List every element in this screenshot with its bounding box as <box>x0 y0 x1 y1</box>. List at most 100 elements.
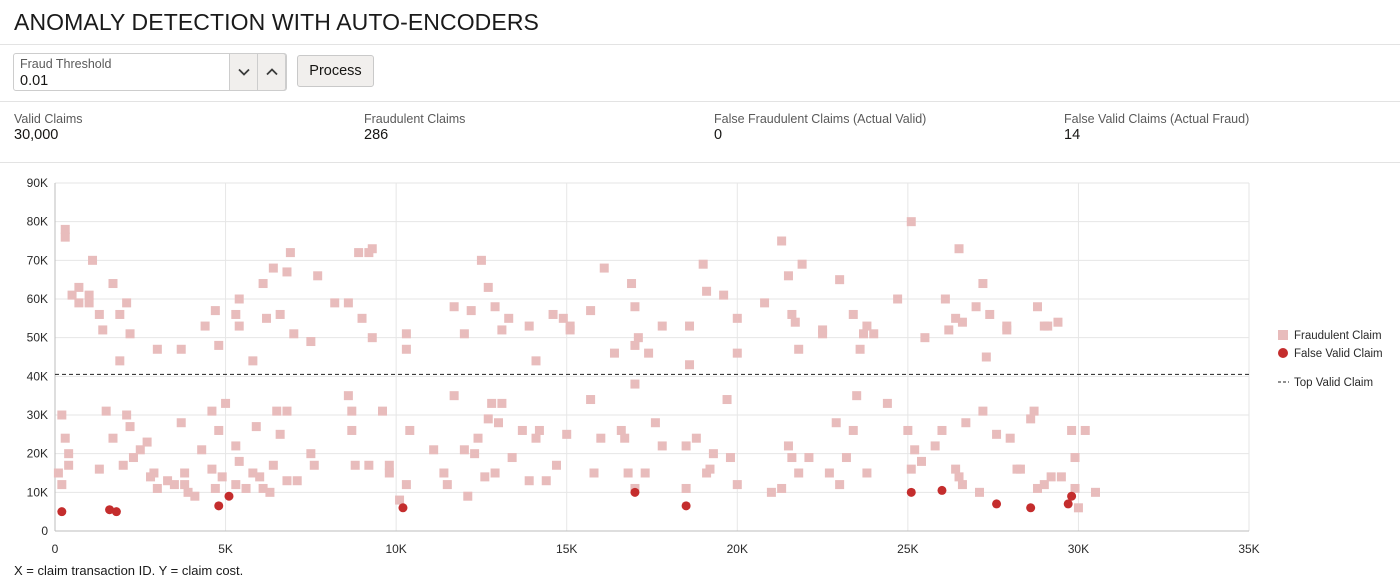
fraudulent-claim-point <box>152 344 162 354</box>
fraudulent-claim-point <box>330 298 340 308</box>
fraudulent-claim-point <box>442 480 452 490</box>
fraudulent-claim-point <box>275 309 285 319</box>
fraudulent-claim-point <box>627 279 637 289</box>
fraudulent-claim-point <box>248 356 258 366</box>
fraudulent-claim-point <box>57 410 67 420</box>
fraudulent-claim-point <box>53 468 63 478</box>
fraudulent-claim-point <box>268 460 278 470</box>
fraudulent-claim-point <box>978 279 988 289</box>
fraudulent-claim-point <box>623 468 633 478</box>
fraudulent-claim-point <box>60 433 70 443</box>
fraudulent-claim-point <box>1043 321 1053 331</box>
fraudulent-claim-point <box>60 232 70 242</box>
metric-value: 286 <box>364 127 389 143</box>
fraudulent-claim-point <box>135 445 145 455</box>
fraudulent-claim-point <box>862 468 872 478</box>
fraud-threshold-field[interactable]: Fraud Threshold <box>13 53 287 91</box>
fraudulent-claim-point <box>180 468 190 478</box>
y-tick-label: 20K <box>27 447 48 461</box>
fraudulent-claim-point <box>681 441 691 451</box>
false-valid-claim-point <box>111 507 121 517</box>
fraudulent-claim-point <box>835 480 845 490</box>
fraudulent-claim-point <box>1067 425 1077 435</box>
false-valid-claim-point <box>992 499 1002 509</box>
fraudulent-claim-point <box>551 460 561 470</box>
fraudulent-claim-point <box>1070 453 1080 463</box>
fraudulent-claim-point <box>190 491 200 501</box>
fraudulent-claim-point <box>384 460 394 470</box>
fraudulent-claim-point <box>685 321 695 331</box>
fraud-threshold-input[interactable] <box>18 71 228 90</box>
fraudulent-claim-point <box>562 429 572 439</box>
y-tick-label: 70K <box>27 253 48 267</box>
fraudulent-claim-point <box>944 325 954 335</box>
fraudulent-claim-point <box>84 298 94 308</box>
fraudulent-claim-point <box>255 472 265 482</box>
decrement-button[interactable] <box>229 53 258 91</box>
fraudulent-claim-point <box>449 391 459 401</box>
y-tick-label: 60K <box>27 292 48 306</box>
fraudulent-claim-point <box>824 468 834 478</box>
chart-caption: X = claim transaction ID. Y = claim cost… <box>14 563 244 578</box>
fraudulent-claim-point <box>282 406 292 416</box>
fraudulent-claim-point <box>531 433 541 443</box>
fraudulent-claim-point <box>841 453 851 463</box>
fraudulent-claim-point <box>1039 480 1049 490</box>
fraudulent-claim-point <box>487 398 497 408</box>
fraudulent-claim-point <box>149 468 159 478</box>
false-valid-claim-point <box>1067 491 1077 501</box>
fraudulent-claim-point <box>395 495 405 505</box>
increment-button[interactable] <box>257 53 286 91</box>
false-valid-claim-point <box>937 485 947 495</box>
fraudulent-claim-point <box>122 410 132 420</box>
fraudulent-claim-point <box>118 460 128 470</box>
y-tick-label: 80K <box>27 215 48 229</box>
fraudulent-claim-point <box>122 298 132 308</box>
fraudulent-claim-point <box>429 445 439 455</box>
false-valid-claim-point <box>630 487 640 497</box>
fraudulent-claim-point <box>657 321 667 331</box>
fraudulent-claim-point <box>599 263 609 273</box>
fraudulent-claim-point <box>930 441 940 451</box>
fraudulent-claim-point <box>306 449 316 459</box>
metric-label: False Fraudulent Claims (Actual Valid) <box>714 112 927 126</box>
fraudulent-claim-point <box>262 313 272 323</box>
y-tick-label: 90K <box>27 176 48 190</box>
fraudulent-claim-point <box>268 263 278 273</box>
process-button[interactable]: Process <box>297 55 374 87</box>
fraudulent-claim-point <box>483 414 493 424</box>
fraudulent-claim-point <box>732 313 742 323</box>
claims-scatter-chart: 0 10K 20K 30K 40K 50K 60K 70K 80K 90K 0 5K 10K 15K 20K… <box>27 176 1383 556</box>
fraudulent-claim-point <box>1015 464 1025 474</box>
fraudulent-claim-point <box>705 464 715 474</box>
fraudulent-claim-point <box>937 425 947 435</box>
fraudulent-claim-point <box>971 302 981 312</box>
x-tick-label: 35K <box>1238 542 1259 556</box>
fraudulent-claim-point <box>490 468 500 478</box>
y-tick-label: 40K <box>27 369 48 383</box>
fraudulent-claim-point <box>200 321 210 331</box>
y-tick-label: 30K <box>27 408 48 422</box>
fraudulent-claim-point <box>210 306 220 316</box>
fraudulent-claim-point <box>377 406 387 416</box>
fraudulent-claim-point <box>722 395 732 405</box>
fraudulent-claim-point <box>272 406 282 416</box>
fraudulent-claim-point <box>630 379 640 389</box>
fraudulent-claim-point <box>497 325 507 335</box>
fraudulent-claim-point <box>725 453 735 463</box>
fraudulent-claim-point <box>60 224 70 234</box>
fraudulent-claim-point <box>835 275 845 285</box>
fraudulent-claim-point <box>818 325 828 335</box>
metric-false-valid-claims: False Valid Claims (Actual Fraud) 14 <box>1064 112 1249 144</box>
false-valid-claim-point <box>224 491 234 501</box>
fraudulent-claim-point <box>882 398 892 408</box>
fraudulent-claim-point <box>906 217 916 227</box>
fraudulent-claim-point <box>951 313 961 323</box>
fraudulent-claim-point <box>586 306 596 316</box>
fraudulent-claim-point <box>760 298 770 308</box>
fraudulent-claim-point <box>702 286 712 296</box>
fraudulent-claim-point <box>974 487 984 497</box>
fraudulent-claim-point <box>541 476 551 486</box>
fraudulent-claim-point <box>88 255 98 265</box>
false-valid-claim-point <box>906 487 916 497</box>
